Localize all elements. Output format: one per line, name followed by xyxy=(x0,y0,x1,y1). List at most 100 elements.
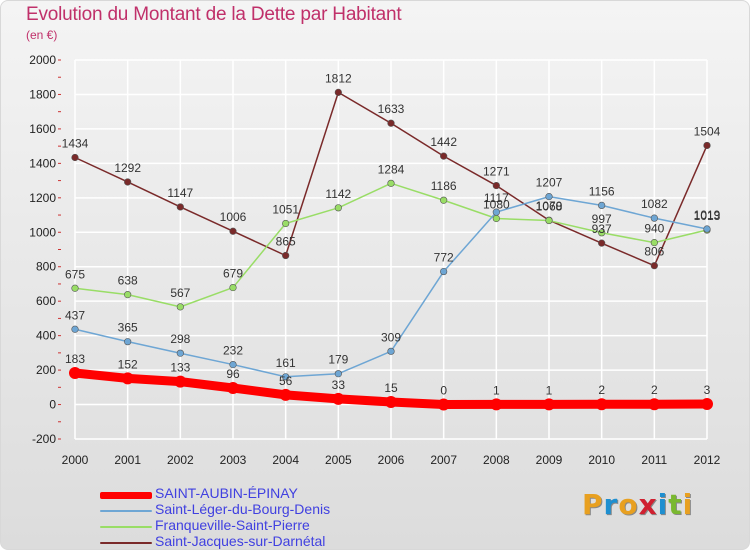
data-label: 1434 xyxy=(62,137,89,151)
data-point xyxy=(440,196,448,204)
data-label: 3 xyxy=(704,383,711,397)
data-point xyxy=(650,239,658,247)
data-label: 806 xyxy=(644,245,664,259)
data-label: 365 xyxy=(118,321,138,335)
data-label: 937 xyxy=(592,222,612,236)
data-point xyxy=(650,214,658,222)
data-label: 179 xyxy=(328,353,348,367)
data-label: 865 xyxy=(276,235,296,249)
logo-letter: x xyxy=(638,488,658,521)
data-point xyxy=(229,283,237,292)
data-label: 1082 xyxy=(641,197,668,211)
data-label: 1 xyxy=(493,383,500,397)
logo-letter: i xyxy=(682,488,694,521)
y-tick-label: 800 xyxy=(36,260,56,274)
legend-item-saint-leger-du-bourg-denis: Saint-Léger-du-Bourg-Denis xyxy=(100,501,420,518)
x-tick-label: 2005 xyxy=(325,453,352,467)
y-tick-label: 1000 xyxy=(29,225,56,239)
data-label: 772 xyxy=(434,251,454,265)
data-point xyxy=(598,201,606,209)
data-point xyxy=(650,262,658,270)
data-label: 2 xyxy=(651,383,658,397)
unit-label: (en €) xyxy=(26,28,58,42)
data-label: 1080 xyxy=(483,197,510,211)
data-point xyxy=(332,392,345,405)
legend-label: SAINT-AUBIN-ÉPINAY xyxy=(155,485,298,501)
logo-letter: r xyxy=(603,488,619,521)
y-tick-label: 400 xyxy=(36,329,56,343)
data-point xyxy=(543,398,555,411)
chart-title: Evolution du Montant de la Dette par Hab… xyxy=(26,4,402,25)
data-label: 133 xyxy=(170,361,190,375)
data-point xyxy=(648,398,661,411)
legend-swatch xyxy=(100,510,152,512)
data-point xyxy=(282,373,290,381)
y-tick-label: -200 xyxy=(32,432,56,446)
data-point xyxy=(492,181,500,190)
legend-item-saint-jacques-sur-darnetal: Saint-Jacques-sur-Darnétal xyxy=(100,533,420,550)
data-label: 1117 xyxy=(484,191,509,205)
data-point xyxy=(124,338,132,346)
data-label: 1147 xyxy=(167,186,193,200)
data-point xyxy=(387,179,395,187)
data-label: 1186 xyxy=(431,179,457,193)
legend: SAINT-AUBIN-ÉPINAY Saint-Léger-du-Bourg-… xyxy=(100,485,420,550)
logo-letter: P xyxy=(582,488,604,521)
data-label: 309 xyxy=(381,330,401,344)
data-label: 0 xyxy=(440,384,447,398)
x-tick-label: 2012 xyxy=(694,453,721,467)
data-point xyxy=(279,388,292,401)
data-point xyxy=(174,375,187,388)
data-point xyxy=(598,239,606,247)
x-tick-label: 2010 xyxy=(588,453,615,467)
data-label: 56 xyxy=(279,374,293,388)
data-label: 33 xyxy=(332,378,346,392)
data-point xyxy=(124,291,132,299)
data-label: 1070 xyxy=(536,199,563,213)
data-point xyxy=(595,398,608,411)
data-point xyxy=(545,193,553,201)
data-label: 1207 xyxy=(536,176,563,190)
data-label: 298 xyxy=(170,332,190,346)
data-point xyxy=(701,398,713,411)
y-tick-label: 1200 xyxy=(29,191,56,205)
x-tick-label: 2011 xyxy=(641,453,667,467)
data-point xyxy=(703,141,711,150)
data-point xyxy=(334,88,342,96)
logo-letter: o xyxy=(618,488,639,521)
data-point xyxy=(71,153,79,162)
data-label: 679 xyxy=(223,267,243,281)
y-tick-label: 0 xyxy=(49,398,56,412)
data-label: 1156 xyxy=(589,184,615,198)
data-label: 15 xyxy=(384,381,398,395)
x-tick-label: 2008 xyxy=(483,453,510,467)
data-label: 675 xyxy=(65,267,85,281)
data-label: 152 xyxy=(118,357,138,371)
data-label: 161 xyxy=(276,356,296,370)
data-point xyxy=(385,395,397,408)
x-tick-label: 2000 xyxy=(62,453,89,467)
data-point xyxy=(282,251,290,260)
legend-swatch xyxy=(100,526,152,528)
y-tick-label: 200 xyxy=(36,363,56,377)
data-point xyxy=(229,360,237,369)
data-point xyxy=(598,229,606,237)
y-tick-label: 2000 xyxy=(29,53,56,67)
logo-letter: i xyxy=(657,488,669,521)
data-label: 638 xyxy=(118,274,138,288)
data-label: 1 xyxy=(546,383,553,397)
data-label: 437 xyxy=(65,308,85,322)
legend-item-franqueville-saint-pierre: Franqueville-Saint-Pierre xyxy=(100,517,420,534)
legend-swatch xyxy=(100,542,152,544)
data-point xyxy=(334,370,342,378)
data-point xyxy=(334,204,342,212)
data-point xyxy=(387,119,395,127)
x-tick-label: 2007 xyxy=(430,453,457,467)
legend-label: Saint-Léger-du-Bourg-Denis xyxy=(155,501,331,517)
data-point xyxy=(227,382,239,395)
data-point xyxy=(437,398,450,411)
legend-item-saint-aubin-epinay: SAINT-AUBIN-ÉPINAY xyxy=(100,485,420,502)
data-label: 1812 xyxy=(325,71,352,85)
proxiti-logo: Proxiti xyxy=(582,488,693,521)
